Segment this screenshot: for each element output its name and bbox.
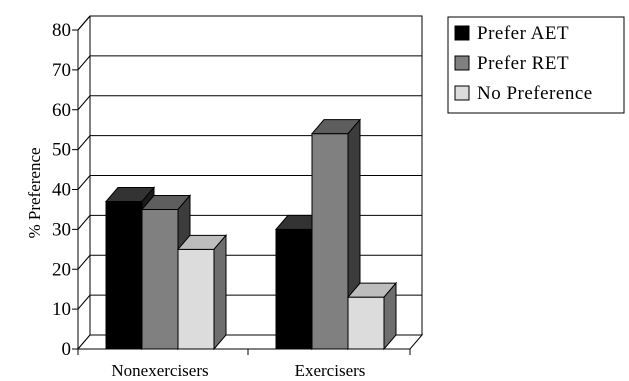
bar-side [213,233,227,351]
bar [310,118,362,351]
bar [346,281,398,351]
gridline-diagonal [77,215,91,230]
bar-side [383,281,397,351]
y-tick-label: 0 [62,339,72,360]
y-axis-top-edge [77,15,91,31]
x-category-label: Exercisers [295,361,366,380]
bar-front [311,133,349,350]
y-tick-label: 40 [52,180,71,201]
legend-label: No Preference [477,83,593,104]
legend: Prefer AET Prefer RET No Preference [447,16,625,114]
bar-front [347,296,385,350]
y-tick-label: 60 [52,100,71,121]
gridline-diagonal [77,254,91,270]
y-tick-label: 10 [52,299,71,320]
y-axis-title: % Preference [25,147,44,238]
gridline-diagonal [77,55,91,71]
bar-front [141,208,179,350]
bar-front [105,200,143,350]
bar [176,233,228,351]
legend-swatch [454,55,470,71]
gridline-diagonal [77,135,91,150]
x-axis-labels: Nonexercisers Exercisers [111,361,365,380]
bar-front [177,248,215,350]
legend-swatch [454,85,470,101]
gridline-diagonal [77,294,91,310]
y-tick-label: 70 [52,60,71,81]
legend-box [447,16,625,114]
y-tick-label: 30 [52,219,71,240]
bars [104,118,398,351]
legend-swatch [454,25,470,41]
legend-label: Prefer RET [477,53,569,74]
gridline-diagonal [77,175,91,190]
y-tick-label: 50 [52,140,71,161]
y-axis-ticks: 0 10 20 30 40 50 60 70 80 [52,20,78,360]
bar-front [275,228,313,350]
gridline-diagonal [77,95,91,111]
y-tick-label: 20 [52,259,71,280]
x-category-label: Nonexercisers [111,361,208,380]
legend-label: Prefer AET [477,23,569,44]
y-tick-label: 80 [52,20,71,41]
